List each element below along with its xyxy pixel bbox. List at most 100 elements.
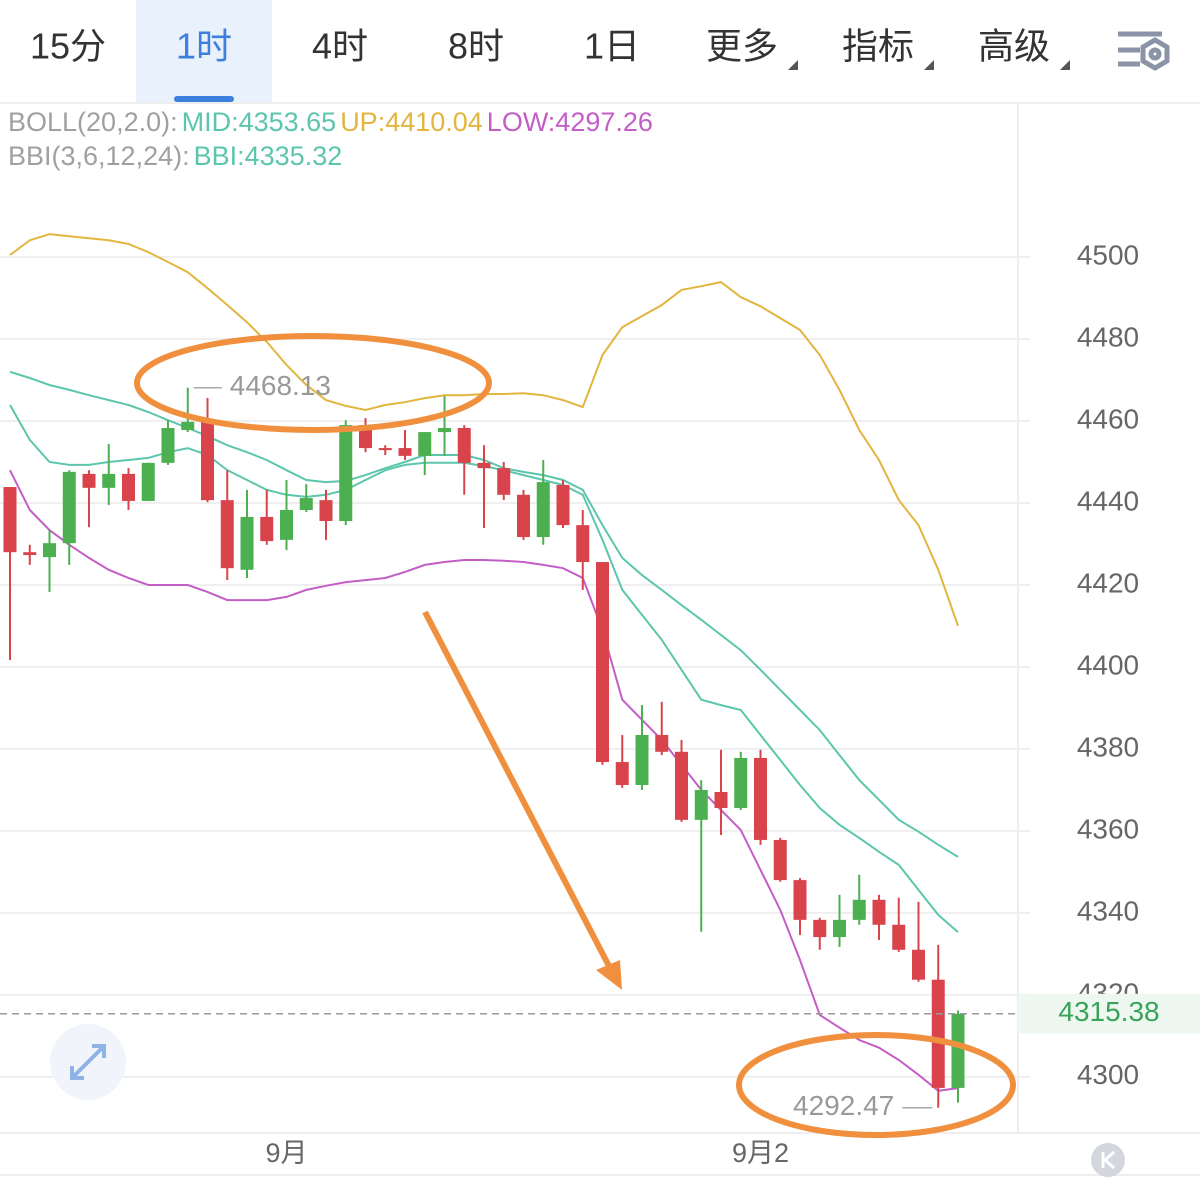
candle-body [655,734,669,752]
candle-body [754,757,767,840]
y-tick-label: 4440 [1077,485,1139,516]
candle [457,425,471,495]
candle [299,484,313,513]
candle [833,894,846,947]
x-tick-label: 9月 [265,1138,307,1168]
candle-body [833,919,846,938]
candle-body [418,432,432,456]
tab[interactable]: 8时 [448,26,504,67]
tab-label: 8时 [448,26,504,67]
candle-body [536,482,550,538]
legend-item: BBI:4335.32 [194,141,343,171]
legend: BOLL(20,2.0): MID:4353.65 UP:4410.04 LOW:42… [8,107,653,171]
expand-button[interactable] [50,1024,126,1100]
candle-body [517,494,530,538]
y-tick-label: 4340 [1077,895,1139,926]
candle [734,751,748,811]
candle-body [339,425,353,522]
candle-body [23,552,37,556]
candle-body [912,949,925,980]
tab[interactable]: 1时 [136,0,272,102]
button-bg [1091,1143,1125,1177]
legend-row: BOLL(20,2.0): MID:4353.65 UP:4410.04 LOW:42… [8,107,653,137]
candle-body [556,484,570,526]
candle-body [694,789,708,820]
candle-body [793,880,807,920]
tab[interactable]: 15分 [30,26,106,67]
dropdown-caret [788,60,798,70]
annotation-arrow [422,610,613,970]
candle-body [280,509,293,540]
tab-label: 1日 [584,26,640,67]
tab-underline [174,96,234,102]
candle-body [457,427,471,463]
tab-label: 高级 [978,26,1050,67]
candle [596,562,609,765]
max-label: 4468.13 [230,370,331,401]
candle-body [951,1013,965,1088]
tab[interactable]: 1日 [584,26,640,67]
settings-icon[interactable] [1118,31,1170,71]
tab[interactable]: 4时 [312,26,368,67]
min-label: 4292.47 [793,1090,894,1121]
dropdown-caret [924,60,934,70]
candle [141,462,155,501]
candle-body [813,919,827,938]
candle-body [398,448,412,456]
candle-body [3,487,17,553]
candle-body [576,525,590,563]
candle [556,480,570,529]
candle [23,544,37,565]
candle-body [62,471,76,544]
candle [912,901,925,982]
candle [615,734,629,788]
plot: BOLL(20,2.0): MID:4353.65 UP:4410.04 LOW:42… [0,107,1200,1168]
tab-label: 15分 [30,26,106,67]
candle [655,701,669,756]
candle-body [102,473,116,488]
y-tick-label: 4360 [1077,813,1139,844]
candle-body [43,543,56,558]
tab-label: 1时 [176,26,232,67]
y-tick-label: 4380 [1077,731,1139,762]
candle [398,430,412,460]
candle-body [615,762,629,786]
candle [319,489,333,540]
rewind-button[interactable] [1091,1143,1125,1177]
candle [181,387,195,433]
candle-body [852,899,866,920]
candle [477,445,491,529]
tab[interactable]: 指标 [842,26,934,70]
candle [418,432,432,476]
candle [240,489,254,579]
candle [260,489,274,545]
candle-body [141,462,155,501]
tab[interactable]: 高级 [978,26,1070,70]
candle-body [714,791,728,808]
candle-body [477,462,491,469]
candle-body [872,899,886,925]
candle [576,509,590,590]
legend-group-label: BOLL(20,2.0): [8,107,178,137]
annotations [134,333,1016,1138]
candle-body [260,516,274,542]
candle [3,487,17,660]
candle [339,420,353,526]
tab-highlight [136,0,272,102]
candle [951,1010,965,1103]
tab[interactable]: 更多 [706,26,798,70]
annotation-ellipse [736,1032,1016,1138]
expand-icon [70,1044,106,1080]
candle [852,874,866,925]
candle [675,739,688,822]
candle [82,470,96,528]
candle [517,489,530,540]
candle [280,480,293,551]
legend-item: UP:4410.04 [340,107,483,137]
candle [714,749,728,836]
legend-row: BBI(3,6,12,24): BBI:4335.32 [8,141,342,171]
candle-body [181,421,195,431]
candle-body [892,924,906,950]
candle [813,917,827,950]
